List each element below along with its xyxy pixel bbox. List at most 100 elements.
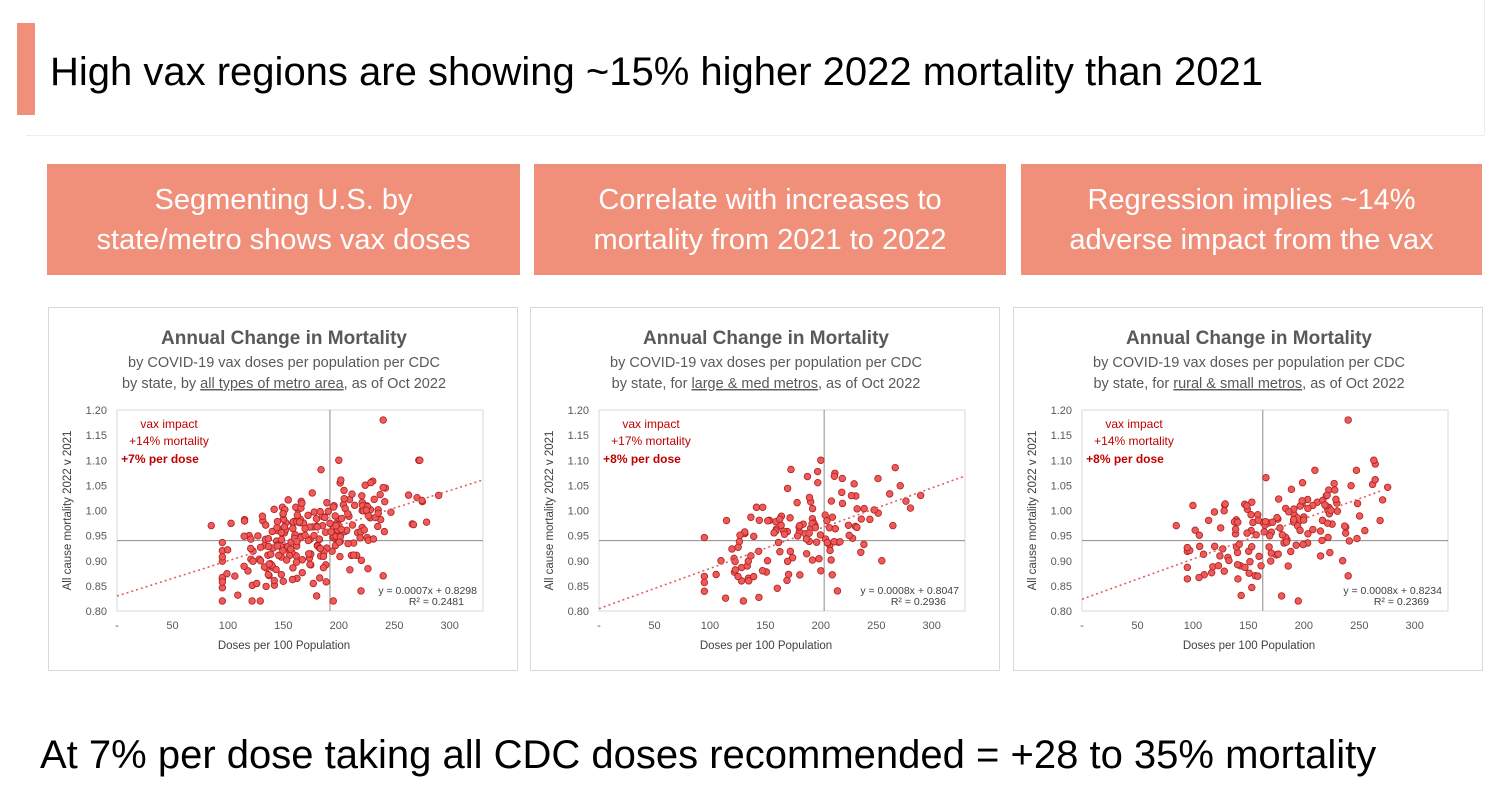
- data-point: [736, 531, 744, 539]
- data-point: [838, 474, 846, 483]
- y-tick-label: 1.05: [1051, 480, 1072, 492]
- plot-area: [1081, 409, 1449, 612]
- chart-svg-large: Annual Change in Mortality by COVID-19 va…: [544, 328, 966, 652]
- data-point: [826, 546, 834, 555]
- data-point: [240, 517, 249, 525]
- data-point: [289, 564, 297, 572]
- banner-segmenting: Segmenting U.S. by state/metro shows vax…: [47, 164, 520, 275]
- data-point: [332, 522, 340, 530]
- data-point: [860, 504, 868, 513]
- data-point: [891, 463, 899, 472]
- data-point: [288, 575, 297, 584]
- data-point: [853, 505, 861, 513]
- data-point: [1247, 511, 1255, 519]
- data-point: [309, 579, 317, 588]
- y-tick-label: 1.10: [86, 455, 107, 467]
- data-point: [340, 495, 348, 503]
- data-point: [752, 503, 761, 511]
- data-point: [1331, 486, 1339, 494]
- data-point: [916, 491, 925, 500]
- data-point: [812, 538, 821, 546]
- annotation-vax-impact: vax impact: [140, 417, 198, 431]
- data-point: [1294, 597, 1302, 605]
- data-point: [747, 552, 755, 560]
- data-point: [258, 512, 267, 520]
- y-tick-label: 1.05: [568, 480, 589, 492]
- data-point: [277, 570, 286, 579]
- data-point: [313, 523, 321, 531]
- data-point: [350, 501, 359, 510]
- chart-subtitle-metro: by state, for large & med metros, as of …: [612, 376, 921, 392]
- data-point: [272, 565, 280, 574]
- y-tick-label: 0.80: [1051, 606, 1072, 618]
- data-point: [1327, 506, 1335, 515]
- data-point: [1191, 526, 1199, 534]
- data-point: [1234, 518, 1242, 526]
- data-point: [1172, 521, 1180, 530]
- data-point: [357, 587, 365, 595]
- data-point: [418, 496, 426, 505]
- data-point: [1183, 575, 1192, 583]
- data-point: [1220, 567, 1228, 575]
- data-point: [1370, 456, 1378, 464]
- y-axis-label: All cause mortality 2022 v 2021: [62, 431, 74, 591]
- data-point: [381, 497, 389, 506]
- data-point: [844, 521, 853, 529]
- x-tick-label: 300: [1406, 620, 1424, 632]
- data-point: [268, 527, 276, 536]
- data-point: [783, 557, 792, 566]
- data-point: [298, 499, 306, 507]
- data-point: [1330, 479, 1338, 488]
- r-squared: R² = 0.2936: [891, 596, 946, 608]
- x-tick-label: 300: [923, 620, 941, 632]
- data-point: [240, 562, 248, 570]
- data-point: [1277, 592, 1286, 600]
- data-point: [1252, 531, 1260, 539]
- data-point: [275, 551, 283, 560]
- chart-subtitle-metro: by state, for rural & small metros, as o…: [1093, 376, 1404, 392]
- y-tick-label: 0.95: [568, 531, 589, 543]
- data-point: [1333, 507, 1342, 515]
- data-point: [265, 560, 273, 568]
- x-tick-label: 150: [756, 620, 774, 632]
- data-point: [808, 504, 817, 513]
- data-point: [1183, 543, 1192, 552]
- data-point: [315, 535, 323, 543]
- data-point: [277, 528, 286, 537]
- data-point: [1278, 531, 1287, 539]
- y-tick-label: 0.85: [568, 581, 589, 593]
- data-point: [308, 489, 316, 497]
- data-point: [1195, 542, 1204, 551]
- data-point: [335, 538, 343, 546]
- data-point: [817, 456, 825, 464]
- y-tick-label: 0.90: [1051, 556, 1072, 568]
- x-tick-label: 200: [1295, 620, 1313, 632]
- data-point: [850, 480, 858, 488]
- y-tick-label: 0.85: [1051, 581, 1072, 593]
- data-point: [755, 593, 763, 602]
- data-point: [279, 577, 287, 586]
- data-point: [885, 490, 894, 498]
- x-tick-label: 50: [166, 620, 178, 632]
- data-point: [1347, 481, 1355, 490]
- data-point: [264, 570, 272, 579]
- x-axis-label: Doses per 100 Population: [700, 640, 832, 652]
- data-point: [319, 552, 328, 561]
- data-point: [777, 521, 785, 529]
- y-tick-label: 0.80: [568, 606, 589, 618]
- data-point: [292, 558, 301, 566]
- data-point: [734, 572, 742, 581]
- data-point: [1199, 550, 1208, 558]
- data-point: [731, 557, 739, 566]
- x-tick-label: -: [597, 620, 601, 632]
- data-point: [1255, 552, 1263, 561]
- data-point: [379, 483, 387, 492]
- data-point: [324, 507, 332, 516]
- data-point: [906, 504, 915, 512]
- data-point: [262, 582, 270, 591]
- data-point: [1214, 561, 1223, 570]
- data-point: [1183, 563, 1192, 572]
- data-point: [336, 552, 344, 561]
- data-point: [1204, 516, 1213, 525]
- data-point: [1304, 530, 1312, 538]
